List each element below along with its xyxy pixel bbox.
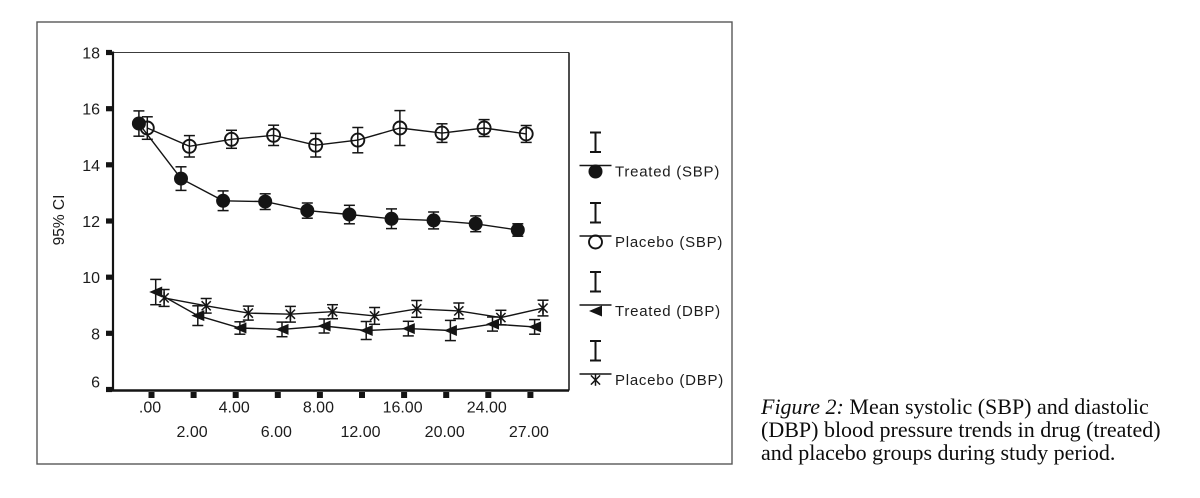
svg-text:Placebo (DBP): Placebo (DBP) [615,372,724,389]
svg-text:8: 8 [91,326,100,343]
svg-text:Placebo (SBP): Placebo (SBP) [615,234,723,251]
svg-text:10: 10 [82,270,100,287]
svg-text:27.00: 27.00 [509,424,549,441]
svg-text:.00: .00 [139,400,161,417]
svg-text:24.00: 24.00 [467,400,507,417]
svg-text:18: 18 [82,46,100,63]
svg-text:12.00: 12.00 [340,424,380,441]
svg-text:6: 6 [91,375,100,392]
svg-text:95% CI: 95% CI [51,195,68,246]
svg-text:16.00: 16.00 [383,400,423,417]
svg-text:16: 16 [82,102,100,119]
svg-text:4.00: 4.00 [219,400,250,417]
svg-text:8.00: 8.00 [303,400,334,417]
svg-text:20.00: 20.00 [425,424,465,441]
svg-text:2.00: 2.00 [177,424,208,441]
svg-text:Treated (SBP): Treated (SBP) [615,164,720,181]
svg-text:Treated (DBP): Treated (DBP) [615,303,721,320]
svg-text:12: 12 [82,214,100,231]
svg-text:6.00: 6.00 [261,424,292,441]
svg-text:14: 14 [82,158,100,175]
